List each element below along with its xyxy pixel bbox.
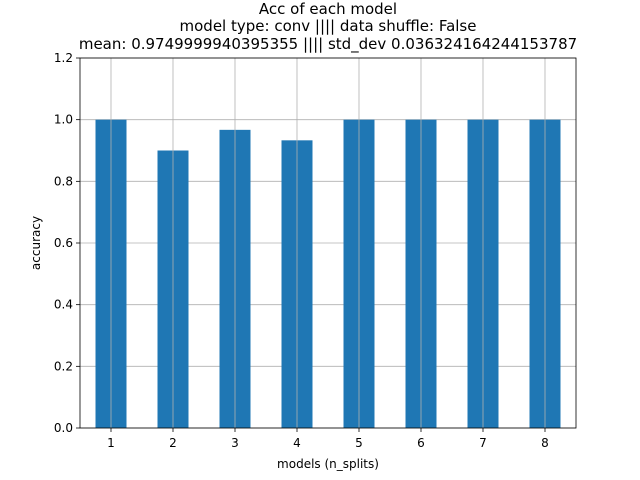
y-tick-label: 0.6	[54, 236, 73, 250]
x-tick-label: 5	[355, 436, 363, 450]
y-axis-ticks: 0.0 0.2 0.4 0.6 0.8 1.0 1.2	[54, 51, 80, 435]
y-tick-label: 0.4	[54, 298, 73, 312]
x-axis-ticks: 1 2 3 4 5 6 7 8	[107, 428, 549, 450]
title-line-2: model type: conv |||| data shuffle: Fals…	[180, 17, 477, 35]
chart-title: Acc of each model model type: conv |||| …	[79, 0, 577, 54]
y-axis-label: accuracy	[29, 216, 43, 270]
x-axis-label: models (n_splits)	[277, 457, 379, 471]
x-tick-label: 8	[541, 436, 549, 450]
grid-lines-front	[110, 58, 546, 428]
y-tick-label: 0.0	[54, 421, 73, 435]
x-tick-label: 6	[417, 436, 425, 450]
x-tick-label: 7	[479, 436, 487, 450]
y-tick-label: 0.2	[54, 359, 73, 373]
y-tick-label: 0.8	[54, 174, 73, 188]
y-tick-label: 1.2	[54, 51, 73, 65]
title-line-3: mean: 0.9749999940395355 |||| std_dev 0.…	[79, 35, 577, 54]
x-tick-label: 4	[293, 436, 301, 450]
x-tick-label: 3	[231, 436, 239, 450]
y-tick-label: 1.0	[54, 113, 73, 127]
title-line-1: Acc of each model	[259, 0, 397, 18]
x-tick-label: 1	[107, 436, 115, 450]
x-tick-label: 2	[169, 436, 177, 450]
